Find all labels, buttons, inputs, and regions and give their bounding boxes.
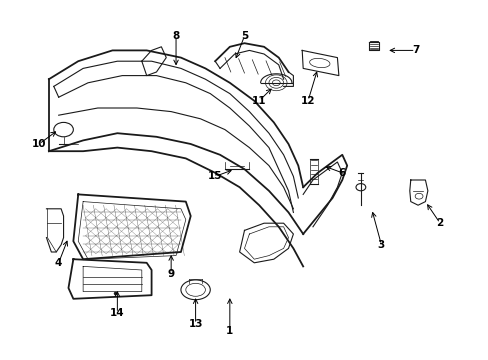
Text: 1: 1 bbox=[226, 326, 233, 336]
Text: 9: 9 bbox=[167, 269, 174, 279]
Text: 2: 2 bbox=[436, 218, 443, 228]
Text: 8: 8 bbox=[172, 31, 179, 41]
Text: 5: 5 bbox=[241, 31, 247, 41]
Text: 12: 12 bbox=[300, 96, 315, 106]
Text: 10: 10 bbox=[32, 139, 46, 149]
Text: 3: 3 bbox=[377, 240, 384, 250]
Text: 15: 15 bbox=[207, 171, 222, 181]
Text: 13: 13 bbox=[188, 319, 203, 329]
Text: 4: 4 bbox=[55, 258, 62, 268]
Text: 7: 7 bbox=[411, 45, 419, 55]
Text: 6: 6 bbox=[338, 168, 345, 178]
Text: 11: 11 bbox=[251, 96, 266, 106]
Text: 14: 14 bbox=[110, 308, 124, 318]
